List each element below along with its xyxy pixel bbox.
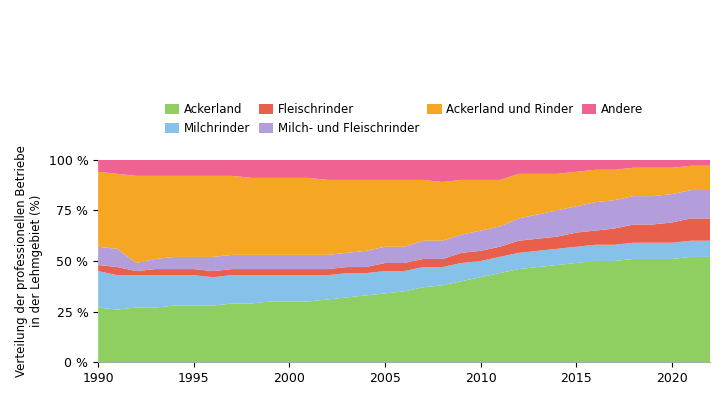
Legend: Ackerland, Milchrinder, Fleischrinder, Milch- und Fleischrinder, Ackerland und R: Ackerland, Milchrinder, Fleischrinder, M…: [163, 101, 645, 137]
Y-axis label: Verteilung der professionellen Betriebe
in der Lehmgebiet (%): Verteilung der professionellen Betriebe …: [15, 145, 43, 377]
